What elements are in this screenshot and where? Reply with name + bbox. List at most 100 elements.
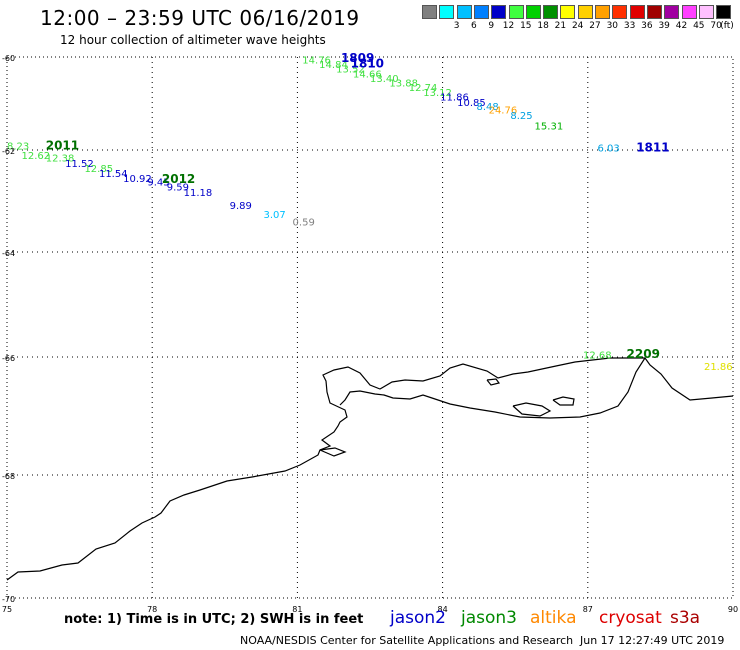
wave-height-label: 11.52	[65, 159, 94, 170]
page-title: 12:00 – 23:59 UTC 06/16/2019	[40, 6, 360, 30]
legend-label: 6	[471, 21, 477, 31]
legend-swatch	[543, 5, 559, 19]
wave-height-label: 13.88	[389, 79, 418, 90]
wave-height-label: 8.48	[476, 102, 498, 113]
antarctic-coastline	[6, 357, 734, 581]
legend-swatch	[577, 5, 593, 19]
lon-tick-label: 90	[728, 605, 738, 614]
wave-height-label: 8.23	[7, 141, 29, 152]
legend-label: 12	[502, 21, 515, 31]
lat-tick-label: -66	[2, 354, 15, 363]
legend-swatch	[664, 5, 680, 19]
wave-height-label: 13.40	[370, 74, 399, 85]
legend-label: 21	[554, 21, 567, 31]
satellite-name-s3a: s3a	[670, 608, 701, 628]
legend-swatch	[456, 5, 472, 19]
legend-label: 70	[710, 21, 722, 31]
wave-height-label: 6.03	[597, 144, 619, 155]
units-note: note: 1) Time is in UTC; 2) SWH is in fe…	[64, 612, 364, 627]
wave-height-label: 0.59	[293, 217, 315, 228]
legend-label: 39	[658, 21, 670, 31]
lon-tick-label: 78	[147, 605, 157, 614]
island-outline	[486, 378, 501, 386]
island-outline	[552, 396, 575, 406]
page-subtitle: 12 hour collection of altimeter wave hei…	[60, 33, 326, 47]
legend-swatch	[612, 5, 628, 19]
legend-label: 24	[571, 21, 584, 31]
coastline-bay	[319, 447, 347, 457]
lat-tick-label: -62	[2, 147, 15, 156]
lon-tick-label: 84	[438, 605, 448, 614]
wave-height-observations: 14.7614.8413.5214.6613.4013.8812.7413.12…	[7, 55, 733, 373]
wave-height-label: 11.18	[184, 188, 213, 199]
pass-number-label: 2012	[162, 172, 195, 186]
legend-swatch	[491, 5, 507, 19]
pass-number-label: 1810	[351, 57, 384, 71]
wave-height-label: 24.76	[489, 106, 518, 117]
satellite-name-cryosat: cryosat	[599, 608, 662, 628]
wave-height-label: 13.12	[423, 88, 452, 99]
wave-height-label: 14.76	[302, 55, 331, 66]
legend-label: 27	[589, 21, 601, 31]
legend-label: 9	[488, 21, 495, 31]
map-frame	[6, 56, 734, 599]
lat-tick-label: -70	[2, 595, 15, 604]
legend-swatch	[716, 5, 732, 19]
legend-label: 3	[453, 21, 460, 31]
wave-height-label: 10.85	[457, 98, 486, 109]
legend-swatch	[439, 5, 455, 19]
legend-swatch	[629, 5, 645, 19]
legend-swatch	[422, 5, 437, 19]
legend-swatch	[508, 5, 524, 19]
wave-height-label: 15.31	[535, 121, 564, 132]
wave-height-label: 14.66	[353, 69, 382, 80]
generation-timestamp: Jun 17 12:27:49 UTC 2019	[580, 634, 725, 647]
legend-swatch	[473, 5, 489, 19]
pass-number-label: 1811	[636, 140, 669, 154]
credit-line: NOAA/NESDIS Center for Satellite Applica…	[240, 634, 574, 647]
legend-swatch	[595, 5, 610, 19]
pass-number-label: 1809	[341, 51, 374, 65]
legend-swatch	[560, 5, 576, 19]
legend-unit: (ft)	[720, 21, 734, 31]
satellite-name-jason3: jason3	[461, 608, 517, 628]
wave-height-label: 21.86	[704, 362, 733, 373]
pass-number-label: 2209	[627, 347, 660, 361]
wave-height-label: 14.84	[319, 60, 348, 71]
satellite-name-altika: altika	[530, 608, 577, 628]
wave-height-label: 12.68	[583, 350, 612, 361]
wave-height-label: 9.89	[230, 201, 252, 212]
island-outline	[512, 402, 552, 417]
lon-tick-label: 87	[583, 605, 593, 614]
lon-tick-label: 75	[2, 605, 12, 614]
coastline-inner-edge	[339, 357, 646, 419]
wave-height-label: 8.25	[510, 111, 532, 122]
wave-height-label: 12.85	[84, 164, 113, 175]
wave-height-label: 11.54	[99, 169, 128, 180]
legend-swatch	[681, 5, 697, 19]
lon-tick-label: 81	[292, 605, 302, 614]
legend-label: 45	[693, 21, 705, 31]
legend-label: 15	[520, 21, 532, 31]
wave-height-label: 9.45	[147, 178, 169, 189]
legend-label: 42	[675, 21, 688, 31]
legend-label: 18	[537, 21, 549, 31]
wave-height-label: 9.59	[167, 183, 189, 194]
wave-height-label: 12.62	[22, 151, 51, 162]
lat-tick-label: -64	[2, 249, 15, 258]
lat-tick-label: -60	[2, 54, 15, 63]
wave-height-label: 12.38	[46, 154, 75, 165]
wave-height-label: 12.74	[409, 83, 438, 94]
pass-number-label: 2011	[46, 138, 79, 152]
legend-swatch	[646, 5, 662, 19]
map-grid	[7, 57, 733, 598]
wave-height-label: 11.86	[440, 93, 469, 104]
wave-height-label: 3.07	[264, 210, 286, 221]
map-border	[6, 56, 734, 599]
legend-label: 30	[606, 21, 619, 31]
satellite-name-jason2: jason2	[390, 608, 446, 628]
lat-tick-label: -68	[2, 472, 15, 481]
coastline	[6, 357, 734, 581]
